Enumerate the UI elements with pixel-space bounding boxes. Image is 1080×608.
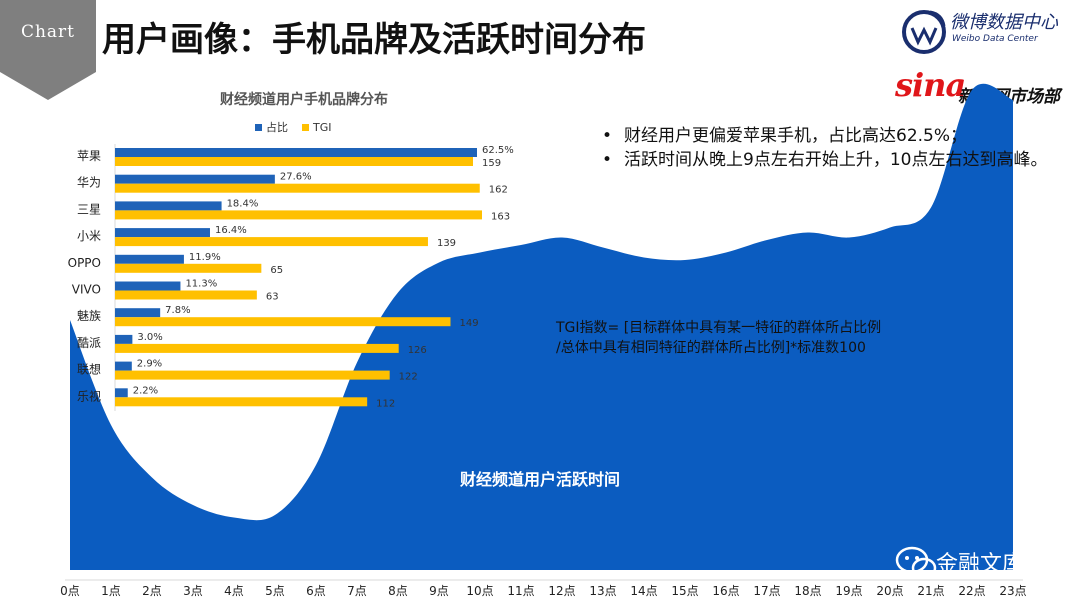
share-value-label: 62.5% [482, 145, 514, 156]
share-bar [115, 334, 133, 344]
share-value-label: 11.3% [185, 279, 217, 290]
tgi-bar [115, 157, 473, 166]
weibo-brand-english: Weibo Data Center [952, 34, 1038, 44]
share-bar [115, 388, 128, 398]
activity-chart-title: 财经频道用户活跃时间 [459, 470, 620, 489]
activity-x-tick: 23点 [999, 584, 1026, 598]
tgi-definition-line-2: /总体中具有相同特征的群体所占比例]*标准数100 [556, 340, 866, 356]
activity-x-tick: 13点 [589, 584, 616, 598]
weibo-brand-name: 微博数据中心 [950, 12, 1058, 33]
activity-x-tick: 17点 [753, 584, 780, 598]
tgi-value-label: 65 [270, 265, 283, 276]
activity-x-tick: 20点 [876, 584, 903, 598]
activity-x-tick: 5点 [265, 584, 285, 598]
finding-2: • 活跃时间从晚上9点左右开始上升，10点左右达到高峰。 [602, 150, 1048, 170]
share-bar [115, 308, 161, 318]
activity-x-tick: 16点 [712, 584, 739, 598]
activity-x-tick: 22点 [958, 584, 985, 598]
share-value-label: 27.6% [280, 172, 312, 183]
tgi-value-label: 162 [489, 185, 508, 196]
tgi-value-label: 149 [459, 318, 478, 329]
activity-x-tick: 12点 [548, 584, 575, 598]
wechat-icon [895, 546, 937, 579]
tgi-value-label: 122 [399, 372, 418, 383]
brand-category-label: VIVO [72, 283, 101, 297]
tgi-bar [115, 237, 428, 247]
legend-label-tgi: TGI [312, 121, 332, 134]
activity-x-tick: 6点 [306, 584, 326, 598]
brand-category-label: OPPO [68, 256, 101, 270]
activity-x-tick: 4点 [224, 584, 244, 598]
activity-x-tick: 11点 [507, 584, 534, 598]
brand-category-label: 小米 [77, 229, 101, 243]
share-value-label: 3.0% [137, 332, 162, 343]
brand-category-label: 三星 [77, 202, 101, 216]
tgi-definition-line-1: TGI指数= [目标群体中具有某一特征的群体所占比例 [556, 320, 882, 336]
activity-x-tick: 15点 [671, 584, 698, 598]
tgi-bar [115, 263, 262, 273]
tgi-bar [115, 397, 368, 407]
share-bar [115, 361, 132, 371]
key-findings: • 财经用户更偏爱苹果手机，占比高达62.5%； • 活跃时间从晚上9点左右开始上升… [598, 124, 1068, 172]
finding-1: • 财经用户更偏爱苹果手机，占比高达62.5%； [602, 126, 968, 146]
share-value-label: 2.9% [137, 359, 162, 370]
brand-category-label: 酷派 [77, 336, 101, 350]
tgi-bar [115, 183, 480, 193]
activity-x-tick: 0点 [60, 584, 80, 598]
brand-category-label: 联想 [77, 362, 101, 377]
activity-x-tick: 19点 [835, 584, 862, 598]
tgi-bar [115, 317, 451, 327]
activity-area [70, 83, 1013, 571]
tgi-value-label: 163 [491, 211, 510, 222]
chart-tag [0, 0, 96, 100]
tgi-value-label: 63 [266, 292, 279, 303]
brand-chart-title: 财经频道用户手机品牌分布 [219, 91, 388, 108]
legend-label-share: 占比 [266, 120, 288, 134]
brand-category-label: 华为 [77, 176, 101, 190]
tgi-value-label: 159 [482, 158, 501, 169]
tgi-bar [115, 370, 390, 380]
share-value-label: 2.2% [133, 385, 158, 396]
activity-x-tick: 18点 [794, 584, 821, 598]
tgi-bar [115, 290, 257, 300]
legend-swatch-share [255, 124, 262, 131]
page-title: 用户画像：手机品牌及活跃时间分布 [102, 20, 646, 60]
brand-category-label: 苹果 [77, 149, 101, 163]
watermark-text: 金融文库 [936, 552, 1025, 577]
brand-category-label: 魅族 [77, 308, 101, 323]
share-value-label: 18.4% [227, 198, 259, 209]
tgi-bar [115, 210, 482, 220]
share-bar [115, 228, 210, 238]
sina-logo-word: sina [895, 66, 966, 104]
activity-x-tick: 3点 [183, 584, 203, 598]
activity-x-tick: 21点 [917, 584, 944, 598]
activity-x-tick: 7点 [347, 584, 367, 598]
activity-x-tick: 8点 [388, 584, 408, 598]
chart-tag-label: Chart [20, 22, 76, 42]
tgi-value-label: 112 [376, 398, 395, 409]
tgi-bar [115, 343, 399, 353]
activity-x-tick: 10点 [466, 584, 493, 598]
share-bar [115, 281, 181, 291]
tgi-value-label: 139 [437, 238, 456, 249]
brand-category-label: 乐视 [77, 388, 101, 403]
share-value-label: 11.9% [189, 252, 221, 263]
share-bar [115, 148, 477, 157]
activity-x-tick: 14点 [630, 584, 657, 598]
activity-x-tick: 2点 [142, 584, 162, 598]
activity-x-tick: 9点 [429, 584, 449, 598]
share-bar [115, 201, 222, 211]
tgi-value-label: 126 [408, 345, 427, 356]
share-value-label: 16.4% [215, 225, 247, 236]
activity-x-tick: 1点 [101, 584, 121, 598]
tgi-definition: TGI指数= [目标群体中具有某一特征的群体所占比例 /总体中具有相同特征的群体… [556, 318, 936, 358]
weibo-logo-icon [902, 10, 946, 54]
share-bar [115, 254, 184, 264]
chart-tag-shape [0, 0, 96, 100]
legend-swatch-tgi [302, 124, 309, 131]
share-value-label: 7.8% [165, 305, 190, 316]
share-bar [115, 174, 275, 184]
